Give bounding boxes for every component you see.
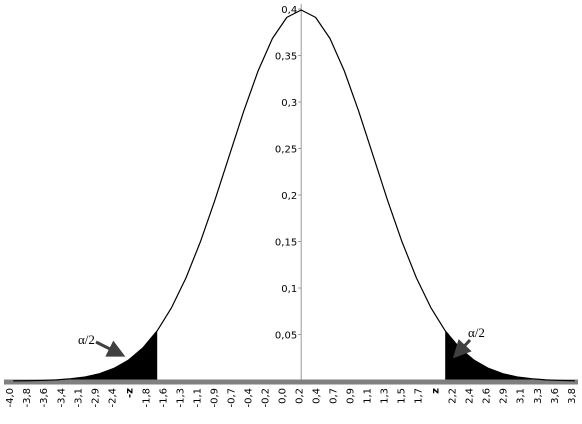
- x-tick-label: 1,5: [397, 388, 408, 404]
- x-tick-label: 0,9: [346, 388, 357, 404]
- x-tick-label: -1,1: [192, 388, 203, 408]
- x-tick-label: 1,1: [363, 388, 374, 404]
- annotation-arrow: [95, 340, 126, 357]
- x-tick-label: -3,6: [39, 388, 50, 408]
- x-tick-label: z: [431, 388, 442, 394]
- x-tick-label: -3,4: [56, 388, 67, 408]
- annotation-arrow: [452, 338, 472, 359]
- annotation: α/2: [468, 325, 485, 340]
- x-tick-label: -1,8: [141, 388, 152, 408]
- y-tick-label: 0,25: [275, 145, 297, 156]
- x-tick-label: -2,4: [107, 388, 118, 408]
- x-tick-label: 0,7: [329, 388, 340, 404]
- x-tick-label: 1,7: [414, 388, 425, 404]
- plot-area: 0,05 0,1 0,15 0,2 0,25 0,3 0,35 0,4 -4,0 -3,8 -3,6…: [4, 4, 578, 408]
- y-tick-label: 0,1: [281, 284, 297, 295]
- tail-area: [445, 330, 575, 381]
- tail-area: [13, 330, 158, 381]
- x-tick-label: 3,8: [567, 388, 578, 404]
- y-tick-label: 0,3: [281, 98, 297, 109]
- x-tick-label: 0,2: [295, 388, 306, 404]
- density-curve: [13, 9, 575, 382]
- x-tick-label: -0,4: [243, 388, 254, 408]
- y-tick-label: 0,35: [275, 52, 297, 63]
- x-tick-label: -2,9: [90, 388, 101, 408]
- x-tick-label: 1,3: [380, 388, 391, 404]
- x-tick-label: 3,3: [533, 388, 544, 404]
- x-tick-label: 2,9: [499, 388, 510, 404]
- x-tick-label: -0,9: [209, 388, 220, 408]
- x-tick-label: -3,8: [22, 388, 33, 408]
- x-tick-label: -1,3: [175, 388, 186, 408]
- y-tick-label: 0,15: [275, 238, 297, 249]
- x-tick-label: 3,6: [550, 388, 561, 404]
- annotation: α/2: [78, 332, 95, 347]
- x-tick-label: -0,7: [226, 388, 237, 408]
- x-tick-label: -4,0: [5, 388, 16, 408]
- x-tick-label: -0,2: [260, 388, 271, 408]
- y-tick-label: 0,4: [281, 5, 297, 16]
- x-tick-label: -3,1: [73, 388, 84, 408]
- x-tick-label: 0,0: [277, 388, 288, 404]
- x-tick-label: 3,1: [516, 388, 527, 404]
- x-tick-label: -1,6: [158, 388, 169, 408]
- x-tick-label: -z: [124, 388, 135, 398]
- y-tick-label: 0,05: [275, 331, 297, 342]
- x-tick-label: 2,6: [482, 388, 493, 404]
- y-tick-label: 0,2: [281, 191, 297, 202]
- x-tick-label: 2,2: [448, 388, 459, 404]
- x-tick-label: 0,4: [312, 388, 323, 404]
- x-tick-label: 2,4: [465, 388, 476, 404]
